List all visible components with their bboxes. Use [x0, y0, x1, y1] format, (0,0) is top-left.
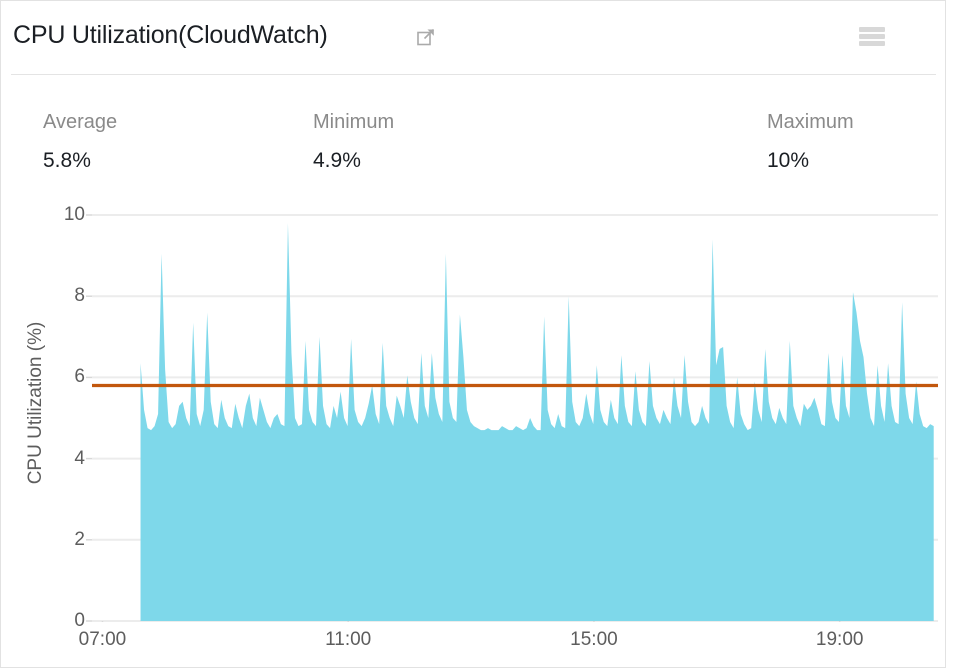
stat-average-label: Average	[43, 111, 118, 133]
stat-maximum-label: Maximum	[767, 111, 854, 133]
chart-plot-area	[86, 214, 938, 622]
summary-stats: Average 5.8% Minimum 4.9% Maximum 10%	[1, 111, 945, 191]
x-axis-tick-label: 11:00	[325, 629, 372, 650]
y-axis-tick-label: 0	[74, 610, 85, 631]
hamburger-bar	[859, 27, 885, 32]
header-divider	[11, 74, 936, 75]
y-axis-tick-label: 10	[63, 204, 85, 225]
stat-minimum-label: Minimum	[313, 111, 395, 133]
stat-maximum: Maximum 10%	[767, 111, 854, 173]
y-axis-tick-label: 8	[74, 285, 85, 307]
stat-average: Average 5.8%	[43, 111, 117, 173]
hamburger-menu-icon[interactable]	[859, 27, 885, 46]
stat-average-value: 5.8%	[43, 149, 91, 172]
stat-minimum-value: 4.9%	[313, 149, 361, 172]
page-title: CPU Utilization(CloudWatch)	[13, 21, 328, 49]
cpu-utilization-chart: CPU Utilization (%) 0 2 4 6 8 10 07:00 11:00 15…	[1, 197, 947, 667]
x-axis-tick-label: 07:00	[78, 629, 127, 650]
y-axis-tick-label: 4	[74, 447, 85, 469]
card-header: CPU Utilization(CloudWatch)	[1, 1, 945, 74]
external-link-icon[interactable]	[417, 28, 435, 46]
x-axis-tick-label: 15:00	[570, 629, 618, 650]
hamburger-bar	[859, 34, 885, 39]
x-axis-tick-label: 19:00	[815, 629, 864, 650]
stat-maximum-value: 10%	[767, 149, 810, 172]
y-axis-tick-label: 6	[74, 366, 85, 388]
hamburger-bar	[859, 41, 885, 46]
stat-minimum: Minimum 4.9%	[313, 111, 394, 173]
y-axis-tick-label: 2	[74, 528, 85, 550]
